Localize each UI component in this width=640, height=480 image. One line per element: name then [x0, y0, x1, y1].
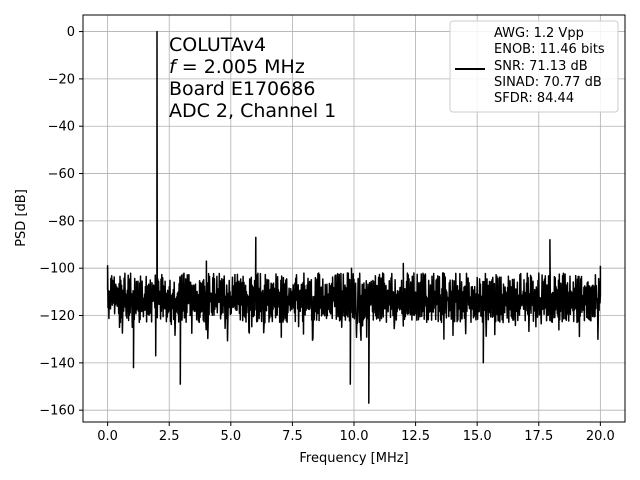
legend-box [449, 20, 619, 113]
series-layer [106, 30, 602, 404]
annotation-f-value: = 2.005 MHz [182, 56, 305, 78]
legend-line-snr: SNR: 71.13 dB [494, 59, 588, 74]
x-tick-label: 12.5 [401, 429, 430, 444]
y-tick-label: −40 [48, 120, 75, 135]
y-tick-label: −20 [48, 72, 75, 87]
y-tick-label: 0 [67, 25, 75, 40]
x-axis-label: Frequency [MHz] [299, 451, 408, 466]
y-axis-label: PSD [dB] [14, 189, 29, 247]
y-tick-label: −160 [39, 404, 75, 419]
legend-line-sinad: SINAD: 70.77 dB [494, 75, 602, 90]
y-tick-label: −60 [48, 167, 75, 182]
annotation-line-4: ADC 2, Channel 1 [169, 100, 336, 122]
legend-line-sfdr: SFDR: 84.44 [494, 91, 574, 106]
legend-line-enob: ENOB: 11.46 bits [494, 42, 605, 57]
y-tick-label: −100 [39, 262, 75, 277]
annotation-block: COLUTAv4 f = 2.005 MHz Board E170686 ADC… [169, 34, 336, 122]
annotation-f-symbol: f [169, 56, 179, 78]
x-tick-label: 17.5 [524, 429, 553, 444]
grid-layer [83, 15, 625, 422]
legend: AWG: 1.2 Vpp ENOB: 11.46 bits SNR: 71.13… [449, 20, 619, 113]
y-tick-label: −140 [39, 356, 75, 371]
legend-line-awg: AWG: 1.2 Vpp [494, 26, 584, 41]
x-tick-label: 5.0 [220, 429, 241, 444]
y-ticks: 0 −20 −40 −60 −80 −100 −120 −140 −160 [39, 25, 83, 419]
y-tick-label: −120 [39, 309, 75, 324]
annotation-line-2: f = 2.005 MHz [169, 56, 305, 78]
annotation-line-3: Board E170686 [169, 78, 315, 100]
x-tick-label: 15.0 [463, 429, 492, 444]
x-tick-label: 7.5 [282, 429, 303, 444]
x-ticks: 0.0 2.5 5.0 7.5 10.0 12.5 15.0 17.5 20.0 [97, 422, 615, 444]
x-tick-label: 2.5 [159, 429, 180, 444]
x-tick-label: 20.0 [586, 429, 615, 444]
psd-series-line [106, 30, 602, 404]
annotation-line-1: COLUTAv4 [169, 34, 266, 56]
x-tick-label: 10.0 [340, 429, 369, 444]
x-tick-label: 0.0 [97, 429, 118, 444]
y-tick-label: −80 [48, 214, 75, 229]
